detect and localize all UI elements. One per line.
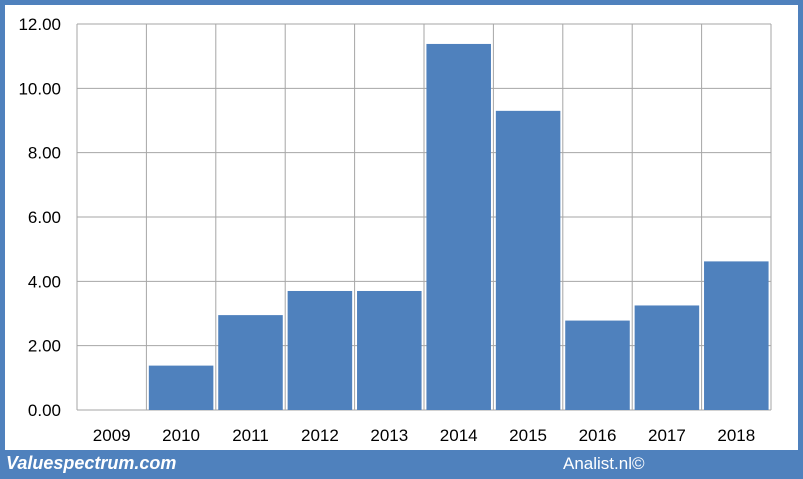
y-tick-label: 6.00 xyxy=(28,208,61,227)
bar-2013 xyxy=(357,290,422,410)
y-tick-label: 10.00 xyxy=(18,79,61,98)
y-tick-label: 2.00 xyxy=(28,337,61,356)
y-tick-label: 0.00 xyxy=(28,401,61,420)
footer-brand-left: Valuespectrum.com xyxy=(6,453,177,473)
footer-brand-right: Analist.nl© xyxy=(563,454,645,473)
bar-2018 xyxy=(704,261,769,410)
y-tick-label: 8.00 xyxy=(28,144,61,163)
y-tick-label: 12.00 xyxy=(18,15,61,34)
bar-2016 xyxy=(565,320,630,410)
bar-2014 xyxy=(426,43,491,411)
bar-2011 xyxy=(218,315,283,410)
x-tick-label: 2011 xyxy=(232,426,269,445)
x-tick-label: 2016 xyxy=(579,426,617,445)
bar-2010 xyxy=(148,365,214,410)
x-tick-label: 2018 xyxy=(717,426,755,445)
x-tick-label: 2009 xyxy=(93,426,131,445)
x-tick-label: 2010 xyxy=(162,426,200,445)
x-tick-label: 2013 xyxy=(370,426,408,445)
x-tick-label: 2014 xyxy=(440,426,478,445)
x-tick-label: 2017 xyxy=(648,426,686,445)
bar-2015 xyxy=(495,110,561,410)
x-tick-label: 2012 xyxy=(301,426,339,445)
bar-2017 xyxy=(634,305,700,410)
y-tick-label: 4.00 xyxy=(28,272,61,291)
x-tick-label: 2015 xyxy=(509,426,547,445)
bar-2012 xyxy=(287,290,353,410)
